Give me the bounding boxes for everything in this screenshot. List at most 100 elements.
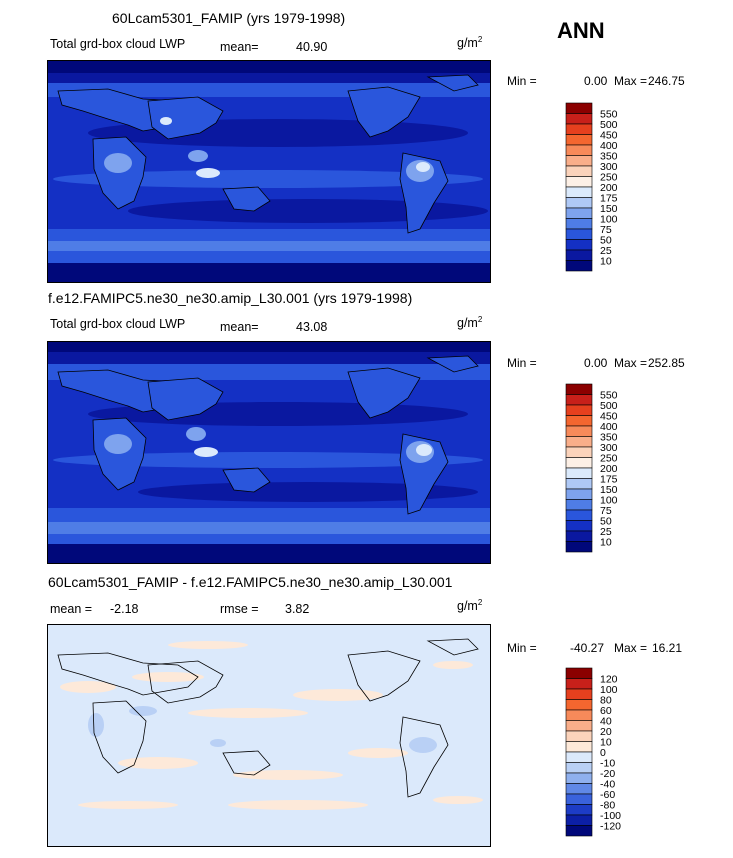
colorbar-swatch — [565, 186, 593, 198]
colorbar-tick-label: -120 — [600, 820, 621, 832]
colorbar-swatch — [565, 720, 593, 732]
colorbar-swatch — [565, 499, 593, 511]
season-label: ANN — [557, 18, 605, 43]
panel2-title: f.e12.FAMIPC5.ne30_ne30.amip_L30.001 (yr… — [48, 290, 413, 306]
panel1-max-value: 246.75 — [648, 74, 685, 88]
colorbar-swatch — [565, 541, 593, 553]
colorbar-tick-label: 150 — [600, 203, 618, 215]
colorbar-tick-label: 400 — [600, 140, 618, 152]
panel3-colorbar: 120 100 80 60 40 20 10 0 -10 -20 -40 -60 -80 -100 -120 — [565, 667, 646, 844]
colorbar-swatch — [565, 197, 593, 209]
panel1-mean-label: mean= — [220, 40, 259, 54]
panel2-units: g/m2 — [457, 315, 483, 331]
colorbar-tick-label: -60 — [600, 789, 615, 801]
panel2-mean-value: 43.08 — [296, 320, 328, 334]
panel1-variable: Total grd-box cloud LWP — [50, 37, 186, 51]
panel3-min-label: Min = — [507, 641, 537, 655]
colorbar-tick-label: 100 — [600, 213, 618, 225]
panel1-mean-value: 40.90 — [296, 40, 328, 54]
colorbar-swatch — [565, 123, 593, 135]
colorbar-swatch — [565, 457, 593, 469]
colorbar-tick-label: 250 — [600, 452, 618, 464]
colorbar-tick-label: 100 — [600, 684, 618, 696]
colorbar-tick-label: 300 — [600, 161, 618, 173]
colorbar-tick-label: 0 — [600, 747, 606, 759]
colorbar-tick-label: 450 — [600, 129, 618, 141]
colorbar-tick-label: 350 — [600, 431, 618, 443]
panel3-max-label: Max = — [614, 641, 648, 655]
colorbar-swatch — [565, 741, 593, 753]
colorbar-swatch — [565, 509, 593, 521]
colorbar-tick-label: 25 — [600, 245, 612, 257]
panel2-mean-label: mean= — [220, 320, 259, 334]
colorbar-swatch — [565, 134, 593, 146]
colorbar-swatch — [565, 176, 593, 188]
colorbar-swatch — [565, 144, 593, 156]
colorbar-swatch — [565, 436, 593, 448]
colorbar-tick-label: 250 — [600, 171, 618, 183]
colorbar-tick-label: 550 — [600, 389, 618, 401]
panel3-rmse-label: rmse = — [220, 602, 259, 616]
colorbar-swatch — [565, 467, 593, 479]
panel2-variable: Total grd-box cloud LWP — [50, 317, 186, 331]
colorbar-tick-label: 175 — [600, 192, 618, 204]
panel1-max-label: Max = — [614, 74, 648, 88]
colorbar-swatch — [565, 404, 593, 416]
colorbar-swatch — [565, 239, 593, 251]
colorbar-swatch — [565, 102, 593, 114]
colorbar-tick-label: 75 — [600, 505, 612, 517]
panel3-mean-label: mean = — [50, 602, 93, 616]
colorbar-swatch — [565, 709, 593, 721]
colorbar-tick-label: -80 — [600, 799, 615, 811]
colorbar-tick-label: 200 — [600, 463, 618, 475]
colorbar-swatch — [565, 155, 593, 167]
colorbar-swatch — [565, 165, 593, 177]
panel1-min-value: 0.00 — [584, 74, 608, 88]
colorbar-swatch — [565, 730, 593, 742]
colorbar-tick-label: 60 — [600, 705, 612, 717]
colorbar-tick-label: 50 — [600, 515, 612, 527]
colorbar-tick-label: 200 — [600, 182, 618, 194]
panel2-min-label: Min = — [507, 356, 537, 370]
colorbar-tick-label: 150 — [600, 484, 618, 496]
colorbar-tick-label: 50 — [600, 234, 612, 246]
colorbar-swatch — [565, 383, 593, 395]
colorbar-tick-label: 10 — [600, 255, 612, 267]
colorbar-tick-label: -40 — [600, 778, 615, 790]
colorbar-tick-label: 450 — [600, 410, 618, 422]
panel2-map — [47, 341, 491, 564]
colorbar-swatch — [565, 530, 593, 542]
colorbar-swatch — [565, 804, 593, 816]
panel1-colorbar-svg: 5505004504003503002502001751501007550251… — [565, 102, 618, 272]
colorbar-swatch — [565, 425, 593, 437]
colorbar-swatch — [565, 218, 593, 230]
colorbar-swatch — [565, 793, 593, 805]
colorbar-swatch — [565, 699, 593, 711]
panel2-colorbar: 550 500 450 400 350 300 250 200 175 150 100 75 50 25 1… — [565, 383, 646, 560]
colorbar-tick-label: 500 — [600, 400, 618, 412]
panel3-max-value: 16.21 — [652, 641, 683, 655]
panel3-min-value: -40.27 — [570, 641, 605, 655]
panel1-min-label: Min = — [507, 74, 537, 88]
panel3-mean-value: -2.18 — [110, 602, 139, 616]
colorbar-swatch — [565, 751, 593, 763]
colorbar-tick-label: 300 — [600, 442, 618, 454]
colorbar-tick-label: 75 — [600, 224, 612, 236]
colorbar-tick-label: 500 — [600, 119, 618, 131]
colorbar-swatch — [565, 478, 593, 490]
colorbar-tick-label: 175 — [600, 473, 618, 485]
colorbar-tick-label: -20 — [600, 768, 615, 780]
colorbar-swatch — [565, 113, 593, 125]
panel3-map — [47, 624, 491, 847]
colorbar-tick-label: 10 — [600, 736, 612, 748]
panel2-max-value: 252.85 — [648, 356, 685, 370]
colorbar-tick-label: -10 — [600, 757, 615, 769]
colorbar-swatch — [565, 488, 593, 500]
colorbar-swatch — [565, 260, 593, 272]
panel2-colorbar-svg: 5505004504003503002502001751501007550251… — [565, 383, 618, 553]
panel3-rmse-value: 3.82 — [285, 602, 310, 616]
colorbar-swatch — [565, 446, 593, 458]
colorbar-tick-label: 400 — [600, 421, 618, 433]
colorbar-swatch — [565, 415, 593, 427]
